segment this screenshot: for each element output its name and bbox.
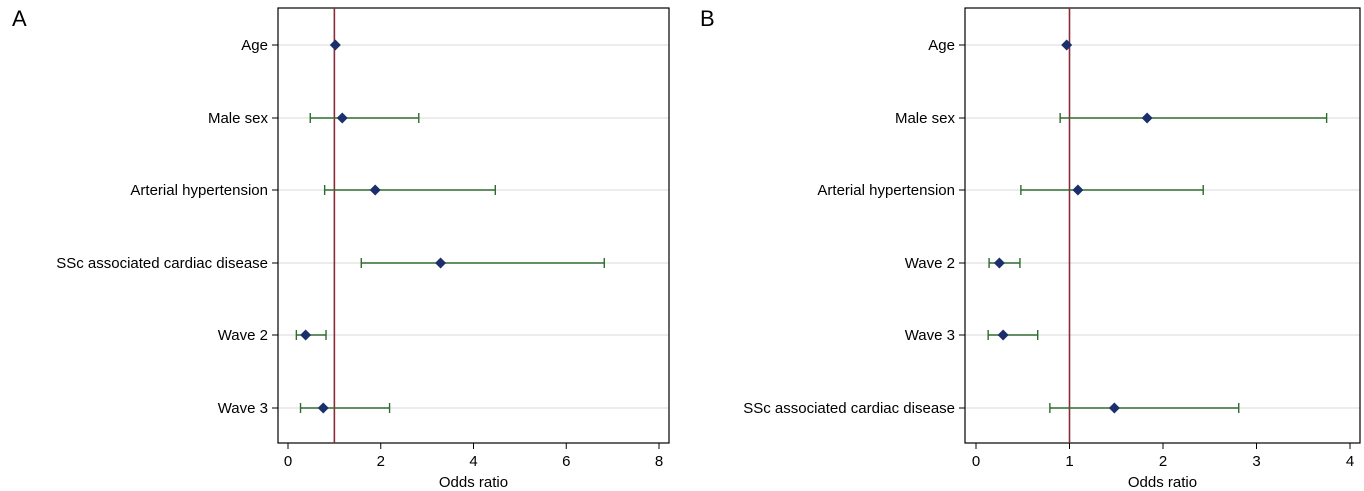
panel-b-xticklabel-3: 3 [1252,453,1260,470]
panel-a-xticklabel-4: 8 [655,453,663,470]
panel-a-estimate-marker-3 [435,257,447,269]
panel-a-xticklabel-1: 2 [377,453,385,470]
panel-a-estimate-marker-1 [336,112,348,124]
panel-a-estimate-marker-4 [300,329,312,341]
panel-b-frame [964,7,1361,444]
panel-a-ylabel-5: Wave 3 [218,400,268,417]
panel-b-label: B [700,6,715,31]
panel-a-xticklabel-3: 6 [562,453,570,470]
panel-b-estimate-marker-3 [993,257,1005,269]
panel-a-ylabel-1: Male sex [208,110,269,127]
panel-a-ylabel-0: Age [241,37,268,54]
panel-b-ylabel-0: Age [928,37,955,54]
panel-a-estimate-marker-5 [317,402,329,414]
panel-b-estimate-marker-1 [1141,112,1153,124]
panel-a-estimate-marker-2 [369,184,381,196]
panel-b-xaxis-label: Odds ratio [1128,474,1197,491]
panel-a-estimate-marker-0 [329,39,341,51]
panel-b-ylabel-3: Wave 2 [905,255,955,272]
panel-b-ylabel-5: SSc associated cardiac disease [743,400,955,417]
panel-a-ylabel-2: Arterial hypertension [130,182,268,199]
panel-b-xticklabel-4: 4 [1346,453,1354,470]
panel-b-estimate-marker-2 [1072,184,1084,196]
panel-a-xticklabel-0: 0 [284,453,292,470]
panel-b-estimate-marker-0 [1061,39,1073,51]
panel-a-ylabel-3: SSc associated cardiac disease [56,255,268,272]
panel-b-ylabel-2: Arterial hypertension [817,182,955,199]
panel-b-xticklabel-2: 2 [1159,453,1167,470]
panel-b-xticklabel-0: 0 [972,453,980,470]
panel-b-xticklabel-1: 1 [1065,453,1073,470]
panel-b-estimate-marker-4 [997,329,1009,341]
panel-b-ylabel-1: Male sex [895,110,956,127]
panel-a-label: A [12,6,27,31]
panel-a-xticklabel-2: 4 [469,453,477,470]
panel-a-ylabel-4: Wave 2 [218,327,268,344]
panel-a-frame [277,7,670,444]
panel-b-estimate-marker-5 [1108,402,1120,414]
panel-a-xaxis-label: Odds ratio [439,474,508,491]
panel-b-ylabel-4: Wave 3 [905,327,955,344]
